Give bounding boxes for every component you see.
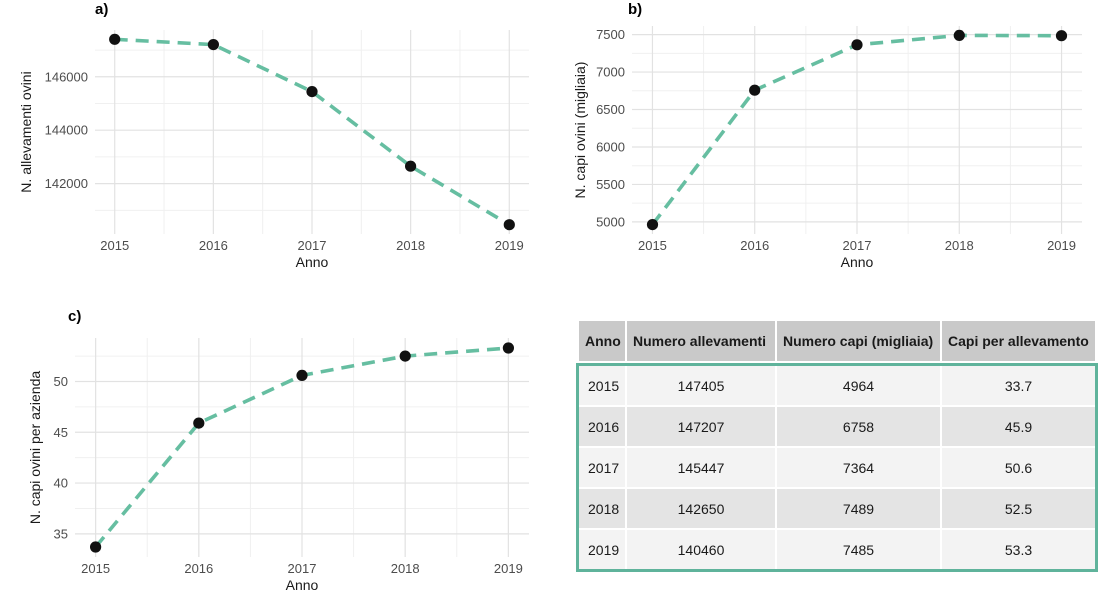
table-cell-value: 33.7 [942, 366, 1095, 405]
chart-c-capi-per-azienda: c) 35 40 45 50 2015 2016 2017 2018 2019 Anno N. ca… [0, 305, 558, 602]
table-header: Anno Numero allevamenti Numero capi (migli… [579, 321, 1098, 361]
table-header-cell: Numero capi (migliaia) [777, 321, 940, 361]
panel-label-c: c) [68, 308, 82, 325]
chart-c-plot: 35 40 45 50 2015 2016 2017 2018 2019 Anno N. capi … [27, 338, 529, 593]
table-cell-year: 2019 [579, 530, 625, 569]
x-tick-label: 2019 [1047, 238, 1076, 253]
panel-label-a: a) [95, 1, 109, 18]
x-tick-label: 2017 [298, 238, 327, 253]
y-axis-title: N. capi ovini (migliaia) [572, 62, 588, 199]
table-cell-year: 2017 [579, 448, 625, 487]
data-point [296, 369, 308, 381]
chart-b-plot: 5000 5500 6000 6500 7000 7500 2015 2016 2017 2018… [572, 26, 1082, 270]
data-point [749, 84, 761, 96]
y-tick-label: 7000 [596, 65, 625, 80]
table-cell-value: 53.3 [942, 530, 1095, 569]
x-tick-label: 2018 [945, 238, 974, 253]
x-tick-label: 2018 [396, 238, 425, 253]
y-tick-label: 146000 [45, 69, 88, 84]
panel-label-b: b) [628, 1, 643, 18]
table-cell-year: 2018 [579, 489, 625, 528]
table-cell-value: 50.6 [942, 448, 1095, 487]
x-tick-label: 2017 [288, 561, 317, 576]
table-cell-year: 2016 [579, 407, 625, 446]
y-tick-label: 5500 [596, 177, 625, 192]
data-point [503, 219, 515, 231]
table-cell-value: 6758 [777, 407, 940, 446]
data-point [193, 417, 205, 429]
table-cell-value: 140460 [627, 530, 775, 569]
table-cell-value: 52.5 [942, 489, 1095, 528]
table-cell-value: 7485 [777, 530, 940, 569]
x-tick-label: 2015 [81, 561, 110, 576]
table-cell-value: 145447 [627, 448, 775, 487]
chart-a-plot: 142000 144000 146000 2015 2016 2017 2018 2019 An… [18, 30, 529, 270]
y-tick-label: 144000 [45, 123, 88, 138]
table-cell-year: 2015 [579, 366, 625, 405]
table-header-cell: Capi per allevamento [942, 321, 1095, 361]
x-axis-title: Anno [296, 254, 329, 270]
table-body-border: 2015 147405 4964 33.7 2016 147207 6758 45.9 2017… [576, 363, 1098, 572]
data-point [90, 541, 102, 553]
y-axis-title: N. allevamenti ovini [18, 71, 34, 192]
x-tick-label: 2019 [494, 561, 523, 576]
y-tick-label: 6000 [596, 139, 625, 154]
data-point [851, 39, 863, 51]
data-line [114, 37, 511, 227]
y-tick-label: 142000 [45, 176, 88, 191]
x-axis-title: Anno [286, 577, 319, 593]
y-tick-label: 40 [54, 476, 68, 491]
plot-area [95, 30, 529, 234]
data-point [109, 33, 121, 45]
data-point [207, 39, 219, 51]
x-tick-label: 2015 [638, 238, 667, 253]
chart-b-capi: b) 5000 5500 6000 6500 7000 7500 2015 2016 2017 2… [558, 0, 1116, 285]
table-cell-value: 7364 [777, 448, 940, 487]
y-axis-title: N. capi ovini per azienda [27, 371, 43, 525]
y-tick-label: 45 [54, 425, 68, 440]
x-tick-label: 2015 [100, 238, 129, 253]
table-cell-value: 147405 [627, 366, 775, 405]
data-point [399, 350, 411, 362]
table-cell-value: 142650 [627, 489, 775, 528]
data-point [1055, 30, 1068, 42]
data-point [502, 342, 514, 354]
x-tick-label: 2017 [843, 238, 872, 253]
y-tick-label: 5000 [596, 214, 625, 229]
y-tick-label: 35 [54, 526, 68, 541]
y-tick-label: 50 [54, 374, 68, 389]
plot-area [632, 26, 1082, 234]
y-tick-label: 6500 [596, 102, 625, 117]
chart-a-allevamenti: a) 142000 144000 146000 2015 2016 2017 2018 201… [0, 0, 558, 285]
data-point [405, 160, 417, 172]
x-tick-label: 2018 [391, 561, 420, 576]
plot-area [75, 338, 529, 557]
x-tick-label: 2016 [199, 238, 228, 253]
data-point [646, 219, 659, 231]
table-header-cell: Anno [579, 321, 625, 361]
y-tick-label: 7500 [596, 27, 625, 42]
table-header-cell: Numero allevamenti [627, 321, 775, 361]
table-cell-value: 4964 [777, 366, 940, 405]
x-tick-label: 2016 [740, 238, 769, 253]
data-point [953, 29, 965, 41]
x-axis-title: Anno [841, 254, 874, 270]
summary-table: Anno Numero allevamenti Numero capi (migli… [576, 321, 1098, 572]
table-cell-value: 45.9 [942, 407, 1095, 446]
table-body: 2015 147405 4964 33.7 2016 147207 6758 45.9 2017… [579, 366, 1095, 569]
table-cell-value: 7489 [777, 489, 940, 528]
x-tick-label: 2019 [495, 238, 524, 253]
data-point [306, 86, 318, 98]
x-tick-label: 2016 [184, 561, 213, 576]
table-cell-value: 147207 [627, 407, 775, 446]
